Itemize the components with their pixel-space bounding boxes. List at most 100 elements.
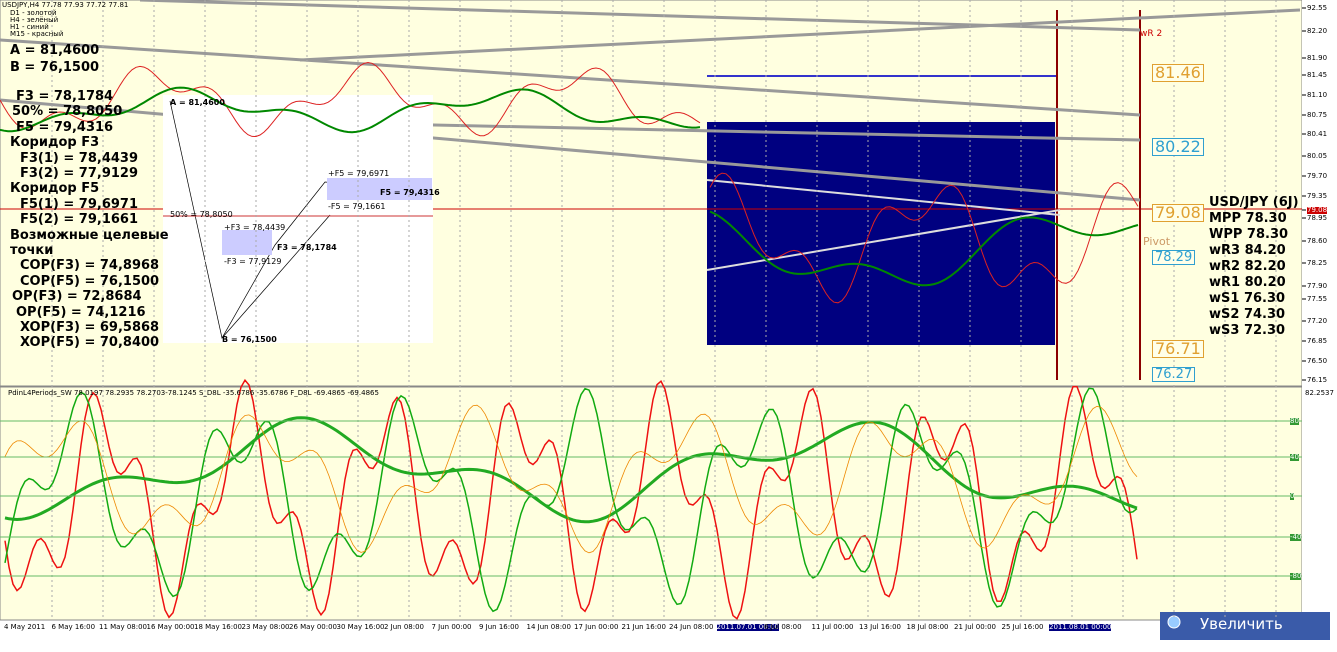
zone-rect bbox=[707, 122, 1055, 345]
note: 50% = 78,8050 bbox=[12, 104, 123, 120]
time-tick: 6 Jul 08:00 bbox=[764, 623, 802, 631]
legend-entry: D1 - золотой bbox=[10, 9, 57, 17]
time-tick: 24 Jun 08:00 bbox=[669, 623, 714, 631]
inset-label: F3 = 78,1784 bbox=[277, 243, 337, 252]
inset-label: 50% = 78,8050 bbox=[170, 210, 233, 219]
time-tick: 23 May 08:00 bbox=[241, 623, 290, 631]
time-tick: 9 Jun 16:00 bbox=[479, 623, 520, 631]
indicator-title: PdinL4Periods_SW 78.0197 78.2935 78.2703… bbox=[8, 389, 379, 397]
note: F5 = 79,4316 bbox=[16, 119, 114, 135]
note: Возможные целевые bbox=[10, 227, 169, 243]
inset-label: A = 81,4600 bbox=[170, 98, 225, 107]
note: XOP(F3) = 69,5868 bbox=[20, 320, 160, 335]
zoom-button[interactable]: Увеличить bbox=[1200, 615, 1283, 633]
price-tick: 76.15 bbox=[1307, 376, 1328, 384]
inset-label: -F3 = 77,9129 bbox=[224, 257, 282, 266]
time-tick: 2011.07.01 00:00 bbox=[716, 623, 779, 631]
wave bbox=[4, 387, 1138, 613]
symbol-label: USDJPY,H4 77.78 77.93 77.72 77.81 bbox=[2, 1, 129, 9]
price-tick: 80.41 bbox=[1307, 130, 1328, 138]
price-tick: 78.25 bbox=[1307, 259, 1328, 267]
price-tick: 79.35 bbox=[1307, 192, 1328, 200]
time-tick: 17 Jun 00:00 bbox=[574, 623, 619, 631]
time-tick: 21 Jul 00:00 bbox=[954, 623, 996, 631]
pivot-row: wS1 76.30 bbox=[1209, 291, 1286, 306]
price-tick: 80.75 bbox=[1307, 111, 1328, 119]
pivot-row: wS2 74.30 bbox=[1209, 307, 1286, 322]
inset bbox=[163, 95, 433, 343]
price-tick: 81.10 bbox=[1307, 91, 1328, 99]
f5-zone bbox=[327, 178, 432, 200]
pivot-row: WPP 78.30 bbox=[1209, 227, 1289, 242]
note: F3(1) = 78,4439 bbox=[20, 150, 139, 166]
price-tick: 78.95 bbox=[1307, 214, 1328, 222]
note: OP(F5) = 74,1216 bbox=[16, 304, 146, 320]
pivot-row: wR2 82.20 bbox=[1209, 259, 1286, 274]
indicator-level-label: -80 bbox=[1290, 572, 1302, 580]
note: B = 76,1500 bbox=[10, 60, 100, 75]
note: F5(2) = 79,1661 bbox=[20, 212, 139, 228]
note: F3(2) = 77,9129 bbox=[20, 166, 139, 181]
f3-zone bbox=[222, 230, 272, 255]
price-tick: 77.55 bbox=[1307, 295, 1328, 303]
zoom-button-bg[interactable] bbox=[1160, 612, 1330, 640]
indicator-level-label: 80 bbox=[1290, 417, 1299, 425]
time-tick: 4 May 2011 bbox=[4, 623, 46, 631]
note: OP(F3) = 72,8684 bbox=[12, 289, 142, 305]
note: Коридор F3 bbox=[10, 135, 100, 151]
level-box: 80.22 bbox=[1152, 138, 1204, 156]
price-tick: 77.20 bbox=[1307, 317, 1328, 325]
indicator-panel bbox=[0, 386, 1303, 621]
note: точки bbox=[10, 243, 54, 258]
pivot-title: USD/JPY (6J) bbox=[1209, 195, 1299, 210]
level-tag: Pivot bbox=[1143, 235, 1171, 248]
price-tick: 76.50 bbox=[1307, 357, 1328, 365]
note: XOP(F5) = 70,8400 bbox=[20, 335, 160, 351]
time-tick: 18 Jul 08:00 bbox=[906, 623, 949, 631]
price-tick: 78.60 bbox=[1307, 237, 1328, 245]
level-box: 76.27 bbox=[1152, 367, 1196, 382]
pivot-row: MPP 78.30 bbox=[1209, 211, 1287, 226]
time-tick: 16 May 00:00 bbox=[146, 623, 195, 631]
wave bbox=[4, 404, 1138, 554]
time-tick: 30 May 16:00 bbox=[336, 623, 385, 631]
indicator-level-label: 40 bbox=[1290, 453, 1299, 461]
note: F3 = 78,1784 bbox=[16, 89, 114, 104]
note: F5(1) = 79,6971 bbox=[20, 196, 139, 212]
time-tick: 11 Jul 00:00 bbox=[811, 623, 854, 631]
legend-entry: M15 - красный bbox=[10, 30, 64, 38]
legend-entry: H4 - зелёный bbox=[10, 16, 59, 24]
note: A = 81,4600 bbox=[10, 43, 100, 58]
time-tick: 18 May 16:00 bbox=[194, 623, 243, 631]
level-box: 79.08 bbox=[1152, 204, 1204, 222]
price-tick: 79.70 bbox=[1307, 172, 1328, 180]
indicator-level-label: -40 bbox=[1290, 533, 1302, 541]
time-tick: 14 Jun 08:00 bbox=[526, 623, 571, 631]
note: COP(F5) = 76,1500 bbox=[20, 273, 160, 289]
zoom-icon[interactable] bbox=[1167, 615, 1181, 629]
inset-label: F5 = 79,4316 bbox=[380, 188, 440, 197]
price-axis-bg bbox=[1302, 0, 1337, 620]
level-tag: wR 2 bbox=[1140, 29, 1163, 39]
price-tick: 81.90 bbox=[1307, 54, 1328, 62]
time-tick: 11 May 08:00 bbox=[99, 623, 148, 631]
time-tick: 26 May 00:00 bbox=[289, 623, 338, 631]
inset-label: +F3 = 78,4439 bbox=[224, 223, 286, 232]
wave bbox=[709, 210, 1139, 287]
level-box: 78.29 bbox=[1152, 250, 1196, 265]
time-tick: 6 May 16:00 bbox=[51, 623, 96, 631]
wave bbox=[709, 172, 1139, 304]
pivot-row: wR3 84.20 bbox=[1209, 243, 1286, 258]
time-tick: 21 Jun 16:00 bbox=[621, 623, 666, 631]
wave bbox=[4, 378, 1138, 620]
inset-label: +F5 = 79,6971 bbox=[328, 169, 390, 178]
price-tick: 81.45 bbox=[1307, 71, 1328, 79]
price-tick: 82.20 bbox=[1307, 27, 1328, 35]
price-tick: 77.90 bbox=[1307, 282, 1328, 290]
wave bbox=[0, 61, 701, 138]
zone-top bbox=[707, 75, 1057, 77]
price-tick: 80.05 bbox=[1307, 152, 1328, 160]
time-tick: 2 Jun 08:00 bbox=[384, 623, 425, 631]
